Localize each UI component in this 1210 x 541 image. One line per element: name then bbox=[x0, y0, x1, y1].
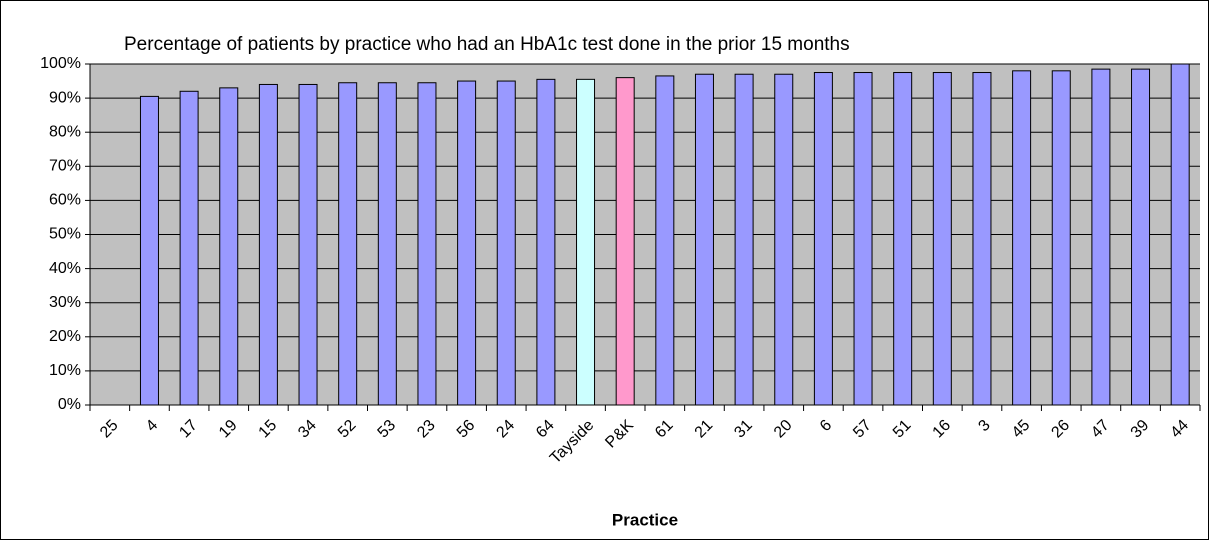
bar bbox=[179, 90, 199, 406]
bar bbox=[615, 77, 635, 406]
y-tick-label: 80% bbox=[49, 123, 81, 140]
bar bbox=[893, 72, 913, 406]
bar bbox=[377, 82, 397, 406]
bar bbox=[457, 80, 477, 406]
bar bbox=[813, 72, 833, 406]
y-tick-label: 40% bbox=[49, 260, 81, 277]
bar bbox=[1051, 70, 1071, 406]
bar bbox=[1131, 68, 1151, 406]
y-tick-label: 70% bbox=[49, 158, 81, 175]
bar bbox=[139, 95, 159, 406]
bar bbox=[1012, 70, 1032, 406]
y-tick-label: 90% bbox=[49, 89, 81, 106]
bar bbox=[576, 78, 596, 406]
bar bbox=[258, 83, 278, 406]
bar bbox=[536, 78, 556, 406]
y-tick-label: 30% bbox=[49, 294, 81, 311]
bar bbox=[734, 73, 754, 406]
x-axis-title: Practice bbox=[612, 510, 678, 529]
y-tick-label: 50% bbox=[49, 226, 81, 243]
bar bbox=[1091, 68, 1111, 406]
bar bbox=[972, 72, 992, 406]
bar bbox=[417, 82, 437, 406]
chart-title: Percentage of patients by practice who h… bbox=[124, 34, 850, 55]
bar bbox=[655, 75, 675, 406]
bar bbox=[932, 72, 952, 406]
bar bbox=[338, 82, 358, 406]
y-tick-label: 0% bbox=[58, 396, 81, 413]
bar bbox=[774, 73, 794, 406]
bar bbox=[496, 80, 516, 406]
y-tick-label: 20% bbox=[49, 328, 81, 345]
bar bbox=[853, 72, 873, 406]
bar bbox=[1170, 63, 1190, 406]
bar bbox=[219, 87, 239, 406]
bar bbox=[694, 73, 714, 406]
bar bbox=[298, 83, 318, 406]
y-tick-label: 100% bbox=[40, 55, 81, 72]
y-tick-label: 10% bbox=[49, 362, 81, 379]
y-tick-label: 60% bbox=[49, 192, 81, 209]
